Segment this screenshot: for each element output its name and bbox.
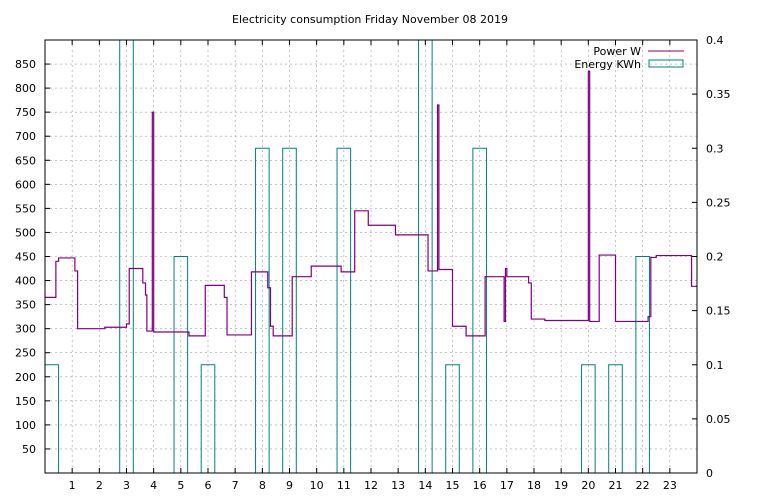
- y-tick-label-right: 0.3: [706, 142, 724, 155]
- x-tick-label: 20: [581, 479, 595, 492]
- y-tick-label-right: 0.2: [706, 251, 724, 264]
- energy-series: [45, 40, 650, 473]
- y-tick-label-left: 400: [15, 275, 36, 288]
- y-tick-label-left: 650: [15, 154, 36, 167]
- energy-bar: [608, 364, 623, 473]
- x-tick-label: 7: [232, 479, 239, 492]
- x-tick-label: 16: [473, 479, 487, 492]
- x-tick-label: 6: [205, 479, 212, 492]
- y-tick-label-left: 600: [15, 178, 36, 191]
- y-tick-label-right: 0.1: [706, 359, 724, 372]
- x-tick-label: 3: [123, 479, 130, 492]
- y-tick-label-left: 50: [22, 443, 36, 456]
- legend-swatch-energy: [648, 59, 684, 68]
- x-tick-label: 11: [337, 479, 351, 492]
- x-tick-label: 1: [69, 479, 76, 492]
- x-tick-label: 18: [527, 479, 541, 492]
- x-tick-label: 10: [310, 479, 324, 492]
- energy-bar: [418, 40, 433, 473]
- legend: Power W Energy KWh: [574, 45, 684, 71]
- x-tick-label: 19: [554, 479, 568, 492]
- x-tick-label: 12: [364, 479, 378, 492]
- axis-ticks: 1 2 3 4 5 6 7 8 9 10 11 12 13 14 15 16 17 18 19 20 21 22 23501…: [15, 34, 731, 492]
- power-line: [45, 70, 697, 337]
- power-series: [45, 70, 697, 337]
- energy-bar: [282, 147, 297, 473]
- y-tick-label-right: 0.4: [706, 34, 724, 47]
- y-tick-label-left: 450: [15, 251, 36, 264]
- energy-bar: [336, 147, 352, 473]
- y-tick-label-left: 800: [15, 82, 36, 95]
- legend-label-energy: Energy KWh: [574, 58, 641, 71]
- y-tick-label-left: 750: [15, 106, 36, 119]
- energy-bar: [173, 256, 189, 473]
- x-tick-label: 4: [150, 479, 157, 492]
- x-tick-label: 21: [609, 479, 623, 492]
- y-tick-label-right: 0.25: [706, 196, 731, 209]
- x-tick-label: 13: [391, 479, 405, 492]
- energy-bar: [472, 147, 487, 473]
- y-tick-label-left: 300: [15, 323, 36, 336]
- energy-bar: [45, 364, 60, 473]
- energy-bar: [200, 364, 216, 473]
- legend-label-power: Power W: [593, 45, 641, 58]
- chart-title: Electricity consumption Friday November …: [232, 13, 508, 26]
- energy-bar: [581, 364, 596, 473]
- y-tick-label-left: 500: [15, 226, 36, 239]
- y-tick-label-left: 150: [15, 395, 36, 408]
- x-tick-label: 17: [500, 479, 514, 492]
- energy-bar: [119, 40, 134, 473]
- y-tick-label-left: 350: [15, 299, 36, 312]
- y-tick-label-left: 850: [15, 58, 36, 71]
- y-tick-label-left: 550: [15, 202, 36, 215]
- y-tick-label-left: 100: [15, 419, 36, 432]
- x-tick-label: 23: [663, 479, 677, 492]
- y-tick-label-right: 0.35: [706, 88, 731, 101]
- y-tick-label-left: 250: [15, 347, 36, 360]
- y-tick-label-right: 0: [706, 467, 713, 480]
- x-tick-label: 22: [636, 479, 650, 492]
- x-tick-label: 14: [418, 479, 432, 492]
- y-tick-label-left: 200: [15, 371, 36, 384]
- x-tick-label: 2: [96, 479, 103, 492]
- x-tick-label: 9: [286, 479, 293, 492]
- x-tick-label: 15: [446, 479, 460, 492]
- energy-bar: [635, 256, 650, 473]
- x-tick-label: 5: [177, 479, 184, 492]
- y-tick-label-left: 700: [15, 130, 36, 143]
- x-tick-label: 8: [259, 479, 266, 492]
- y-tick-label-right: 0.15: [706, 305, 731, 318]
- energy-bar: [445, 364, 460, 473]
- y-tick-label-right: 0.05: [706, 413, 731, 426]
- energy-bar: [255, 147, 270, 473]
